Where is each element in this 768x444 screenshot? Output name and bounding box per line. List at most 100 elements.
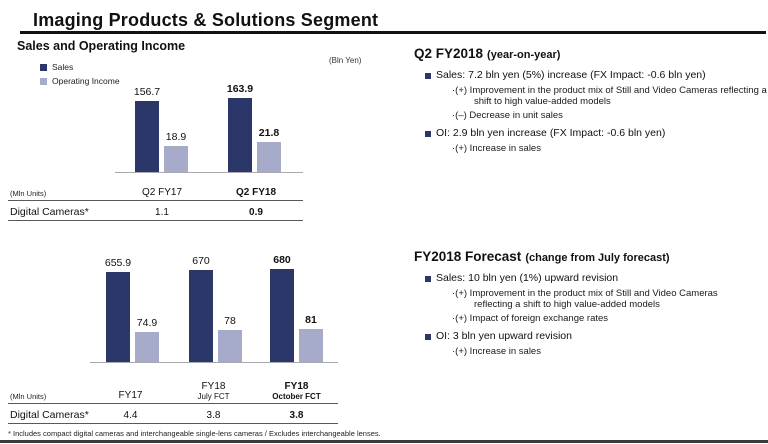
bar-column: 18.9 [164, 131, 188, 172]
fy-forecast-bar-chart: 655.9 74.9 670 78 680 81 [0, 254, 360, 363]
fy2018-forecast-heading: FY2018 Forecast (change from July forecas… [414, 248, 766, 266]
q2-fy18-bar-group: 163.9 21.8 [226, 82, 281, 172]
bullet-text: OI: 3 bln yen upward revision [436, 330, 572, 342]
units-value: 0.9 [249, 207, 263, 218]
q2-yoy-bullets: Sales: 7.2 bln yen (5%) increase (FX Imp… [414, 69, 767, 154]
digital-cameras-label: Digital Cameras* [10, 206, 89, 218]
fy18-july-bar-group: 670 78 [189, 255, 242, 362]
bar-column: 81 [299, 314, 323, 362]
fy-units-table: (Mln Units) FY17 FY18 July FCT FY18 October F… [8, 375, 338, 424]
sub-bullet: ·(+) Improvement in the product mix of S… [414, 288, 766, 310]
column-header-label: FY17 [118, 390, 143, 401]
table-column-header: Q2 FY18 [209, 184, 303, 200]
fy2018-forecast-heading-note: (change from July forecast) [525, 252, 670, 264]
table-unit-cell: (Mln Units) [8, 184, 115, 200]
q2-yoy-section: Q2 FY2018 (year-on-year) Sales: 7.2 bln y… [414, 45, 767, 154]
table-row-label-cell: Digital Cameras* [8, 201, 115, 220]
bln-yen-unit-note: (Bln Yen) [329, 56, 362, 65]
bullet-item: Sales: 7.2 bln yen (5%) increase (FX Imp… [414, 69, 766, 82]
fy17-bar-group: 655.9 74.9 [104, 257, 159, 362]
bar-column: 74.9 [135, 317, 159, 362]
table-data-row: Digital Cameras* 4.4 3.8 3.8 [8, 404, 338, 424]
table-value-cell: 3.8 [255, 404, 338, 423]
sub-bullet: ·(+) Improvement in the product mix of S… [414, 85, 767, 107]
bar-column: 78 [218, 315, 242, 362]
bar-column: 163.9 [226, 82, 254, 172]
bullet-item: OI: 3 bln yen upward revision [414, 330, 766, 343]
q2-chart-axis [115, 172, 303, 173]
bullet-item: Sales: 10 bln yen (1%) upward revision [414, 272, 766, 285]
digital-cameras-label: Digital Cameras* [10, 409, 89, 421]
q2-yoy-heading-note: (year-on-year) [487, 49, 561, 61]
table-column-header: FY18 October FCT [255, 375, 338, 403]
bar-column: 680 [270, 254, 294, 362]
fy2018-forecast-section: FY2018 Forecast (change from July forecas… [414, 248, 766, 357]
left-section-title: Sales and Operating Income [17, 39, 186, 53]
bullet-text: OI: 2.9 bln yen increase (FX Impact: -0.… [436, 127, 666, 139]
operating-income-bar [299, 329, 323, 362]
mln-units-label: (Mln Units) [10, 189, 47, 198]
bullet-square-icon [425, 73, 431, 79]
mln-units-label: (Mln Units) [10, 392, 47, 401]
table-row-label-cell: Digital Cameras* [8, 404, 89, 423]
table-header-row: (Mln Units) FY17 FY18 July FCT FY18 October F… [8, 375, 338, 404]
operating-income-bar [135, 331, 159, 362]
bar-value-label: 670 [192, 255, 210, 268]
table-value-cell: 3.8 [172, 404, 255, 423]
fy-chart-axis [90, 362, 338, 363]
sub-bullet-line: ·(+) Increase in sales [452, 346, 541, 357]
sub-bullet-line: ·(–) Decrease in unit sales [452, 110, 563, 121]
legend: Sales Operating Income [40, 62, 120, 90]
legend-label: Operating Income [52, 76, 120, 86]
operating-income-bar [218, 330, 242, 362]
bullet-square-icon [425, 276, 431, 282]
legend-item: Sales [40, 62, 120, 72]
legend-label: Sales [52, 62, 74, 72]
table-header-row: (Mln Units) Q2 FY17 Q2 FY18 [8, 184, 303, 201]
q2-fy17-bar-group: 156.7 18.9 [134, 86, 188, 172]
bar-value-label: 163.9 [226, 82, 254, 95]
bar-column: 21.8 [257, 127, 281, 172]
column-header-label: FY18 [201, 381, 226, 392]
bar-value-label: 74.9 [136, 316, 158, 329]
table-column-header: FY18 July FCT [172, 375, 255, 403]
column-header-label: Q2 FY18 [235, 187, 277, 198]
units-value: 3.8 [206, 410, 221, 421]
sub-bullet-line: ·(+) Impact of foreign exchange rates [452, 313, 609, 324]
column-header-sublabel: October FCT [272, 392, 321, 401]
sub-bullet: ·(–) Decrease in unit sales [414, 110, 766, 121]
bar-column: 670 [189, 255, 213, 362]
sub-bullet: ·(+) Increase in sales [414, 143, 766, 154]
bullet-square-icon [425, 131, 431, 137]
bar-value-label: 655.9 [104, 257, 132, 269]
sub-bullet: ·(+) Impact of foreign exchange rates [414, 313, 766, 324]
operating_income-legend-swatch-icon [40, 77, 47, 85]
bottom-border-line [0, 440, 768, 443]
units-value: 3.8 [289, 410, 304, 421]
q2-bar-chart: 156.7 18.9 163.9 21.8 [0, 81, 360, 173]
sub-bullet-line: shift to high value-added models [474, 96, 611, 107]
bullet-text: Sales: 10 bln yen (1%) upward revision [436, 272, 619, 284]
table-data-row: Digital Cameras* 1.1 0.9 [8, 201, 303, 221]
sub-bullet-line: reflecting a shift to high value-added m… [474, 299, 660, 310]
sub-bullet-line: ·(+) Improvement in the product mix of S… [452, 288, 718, 299]
table-column-header: FY17 [89, 375, 172, 403]
bullet-item: OI: 2.9 bln yen increase (FX Impact: -0.… [414, 127, 766, 140]
bullet-text: Sales: 7.2 bln yen (5%) increase (FX Imp… [436, 69, 706, 81]
footnote: * Includes compact digital cameras and i… [8, 429, 381, 438]
sub-bullet-line: ·(+) Improvement in the product mix of S… [452, 85, 767, 96]
sub-bullet-line: ·(+) Increase in sales [452, 143, 541, 154]
table-column-header: Q2 FY17 [115, 184, 209, 200]
table-unit-cell: (Mln Units) [8, 375, 89, 403]
bar-value-label: 78 [224, 315, 236, 328]
bar-column: 655.9 [104, 257, 132, 362]
fy2018-forecast-bullets: Sales: 10 bln yen (1%) upward revision ·(… [414, 272, 766, 357]
title-underline [20, 31, 766, 34]
q2-units-table: (Mln Units) Q2 FY17 Q2 FY18 Digital Cameras… [8, 184, 303, 221]
bar-value-label: 81 [305, 314, 317, 327]
sub-bullet: ·(+) Increase in sales [414, 346, 766, 357]
sales-bar [189, 270, 213, 362]
bar-value-label: 680 [273, 253, 291, 266]
sales-bar [106, 272, 130, 362]
